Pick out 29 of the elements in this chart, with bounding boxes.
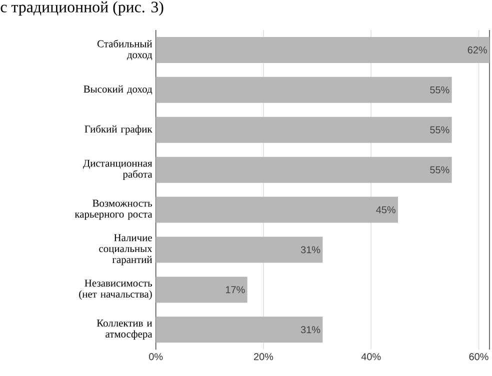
data-label: 31%	[300, 326, 320, 334]
data-label: 17%	[226, 286, 245, 294]
x-tick-label: 40%	[361, 353, 381, 360]
y-tick-label: Возможность карьерного роста	[74, 200, 152, 220]
data-label: 55%	[430, 126, 450, 134]
bar	[156, 77, 452, 104]
bar	[156, 157, 452, 184]
bar	[156, 276, 248, 303]
bar	[156, 196, 398, 223]
bar	[156, 316, 323, 343]
data-label: 31%	[300, 246, 320, 254]
data-label: 55%	[430, 166, 450, 174]
y-tick-label: Стабильный доход	[97, 40, 152, 60]
y-tick-label: Наличие социальных гарантий	[99, 234, 152, 266]
bar	[156, 117, 452, 144]
data-label: 62%	[468, 46, 487, 54]
y-tick-label: Коллектив и атмосфера	[96, 320, 152, 340]
text: с традиционной (рис. 3)	[0, 1, 164, 16]
y-tick-label: Дистанционная работа	[83, 160, 152, 180]
data-label: 45%	[376, 206, 396, 214]
x-tick-label: 20%	[254, 353, 274, 360]
bar	[156, 37, 490, 64]
data-label: 55%	[430, 86, 450, 94]
y-tick-label: Гибкий график	[84, 125, 152, 135]
x-tick-label: 60%	[469, 353, 488, 360]
bar	[156, 236, 323, 263]
y-tick-label: Независимость (нет начальства)	[79, 280, 152, 300]
y-tick-label: Высокий доход	[84, 86, 152, 95]
x-tick-label: 0%	[149, 353, 163, 360]
